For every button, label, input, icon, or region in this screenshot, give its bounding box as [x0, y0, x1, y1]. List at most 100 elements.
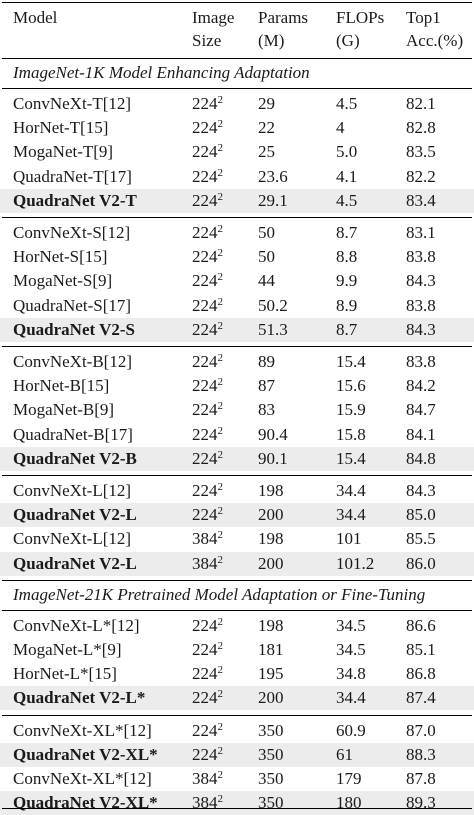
cell-model: QuadraNet V2-XL*: [13, 793, 158, 813]
table-row: QuadraNet V2-B 2242 90.1 15.4 84.8: [0, 446, 474, 471]
cell-flops: 8.9: [336, 295, 358, 315]
cell-top1: 86.0: [406, 553, 436, 573]
cell-model: MogaNet-T[9]: [13, 142, 114, 162]
table-row: QuadraNet V2-L* 2242 200 34.4 87.4: [0, 686, 474, 711]
cell-image-size: 3842: [192, 553, 223, 573]
cell-image-size: 2242: [192, 448, 224, 468]
cell-image-size: 2242: [192, 319, 224, 339]
header-top1: Top1 Acc.(%): [406, 8, 464, 50]
table-row: MogaNet-T[9] 2242 25 5.0 83.5: [0, 140, 474, 164]
cell-image-size: 2242: [192, 664, 223, 684]
table-row: QuadraNet V2-XL* 2242 350 61 88.3: [0, 742, 474, 767]
cell-model: QuadraNet V2-B: [13, 448, 137, 468]
size-exponent: 2: [217, 505, 224, 518]
size-exponent: 2: [217, 319, 224, 332]
cell-image-size: 2242: [192, 744, 223, 764]
table-row: QuadraNet-S[17] 2242 50.2 8.9 83.8: [0, 294, 474, 318]
cell-top1: 85.5: [406, 529, 436, 549]
cell-flops: 4.5: [336, 190, 358, 210]
cell-top1: 85.0: [406, 505, 436, 525]
cell-flops: 34.5: [336, 640, 366, 659]
cell-params: 200: [258, 553, 284, 573]
cell-top1: 84.2: [406, 376, 436, 396]
size-exponent: 2: [217, 720, 224, 733]
group-rule: [2, 346, 472, 347]
cell-image-size: 2242: [192, 376, 223, 396]
cell-top1: 86.8: [406, 664, 436, 684]
group-rule: [2, 475, 472, 476]
size-exponent: 2: [217, 94, 224, 106]
cell-top1: 87.4: [406, 688, 436, 708]
cell-model: ConvNeXt-B[12]: [13, 352, 132, 371]
cell-image-size: 2242: [192, 223, 223, 242]
size-exponent: 2: [217, 448, 224, 461]
cell-flops: 34.5: [336, 615, 366, 635]
table-row: MogaNet-B[9] 2242 83 15.9 84.7: [0, 398, 474, 422]
size-exponent: 2: [217, 400, 224, 413]
cell-image-size: 2242: [192, 400, 224, 420]
table-row: ConvNeXt-B[12] 2242 89 15.4 83.8: [0, 350, 474, 374]
cell-flops: 15.9: [336, 400, 366, 420]
cell-params: 50: [258, 247, 275, 267]
cell-model: ConvNeXt-L[12]: [13, 481, 132, 500]
cell-image-size: 3842: [192, 793, 223, 813]
cell-model: QuadraNet V2-S: [13, 319, 135, 339]
group-rule: [2, 217, 472, 218]
cell-model: QuadraNet-T[17]: [13, 166, 132, 186]
table-row: ConvNeXt-L*[12] 2242 198 34.5 86.6: [0, 614, 474, 638]
cell-model: MogaNet-B[9]: [13, 400, 115, 420]
cell-model: QuadraNet-S[17]: [13, 295, 132, 315]
cell-params: 350: [258, 720, 284, 740]
table-row: HorNet-L*[15] 2242 195 34.8 86.8: [0, 662, 474, 686]
size-exponent: 2: [217, 118, 224, 131]
cell-image-size: 2242: [192, 166, 223, 186]
cell-params: 50.2: [258, 295, 288, 315]
size-exponent: 2: [217, 190, 224, 203]
cell-flops: 15.4: [336, 352, 366, 371]
cell-model: QuadraNet V2-T: [13, 190, 137, 210]
header-params: Params (M): [258, 8, 309, 50]
size-exponent: 2: [217, 769, 224, 781]
cell-flops: 34.8: [336, 664, 366, 684]
size-exponent: 2: [217, 295, 224, 308]
cell-flops: 180: [336, 793, 362, 813]
cell-flops: 8.7: [336, 223, 358, 242]
cell-flops: 60.9: [336, 720, 366, 740]
group-rule: [2, 579, 472, 581]
cell-model: ConvNeXt-L[12]: [13, 529, 132, 549]
cell-top1: 87.8: [406, 769, 436, 788]
cell-flops: 179: [336, 769, 362, 788]
cell-flops: 4: [336, 118, 345, 138]
cell-top1: 84.7: [406, 400, 436, 420]
table-row: QuadraNet V2-T 2242 29.1 4.5 83.4: [0, 188, 474, 213]
table-row: QuadraNet V2-S 2242 51.3 8.7 84.3: [0, 317, 474, 342]
cell-model: ConvNeXt-S[12]: [13, 223, 131, 242]
table-row: ConvNeXt-S[12] 2242 50 8.7 83.1: [0, 221, 474, 245]
table-row: QuadraNet V2-L 2242 200 34.4 85.0: [0, 503, 474, 528]
top-rule: [2, 2, 472, 4]
cell-params: 198: [258, 615, 284, 635]
size-exponent: 2: [217, 688, 224, 701]
table-row: HorNet-T[15] 2242 22 4 82.8: [0, 116, 474, 140]
cell-image-size: 2242: [192, 720, 224, 740]
cell-top1: 84.8: [406, 448, 436, 468]
cell-flops: 8.7: [336, 319, 358, 339]
section-rule: [2, 88, 472, 89]
cell-flops: 34.4: [336, 481, 366, 500]
cell-top1: 86.6: [406, 615, 436, 635]
cell-model: HorNet-B[15]: [13, 376, 110, 396]
cell-image-size: 2242: [192, 505, 224, 525]
header-rule: [2, 58, 472, 59]
table-row: HorNet-S[15] 2242 50 8.8 83.8: [0, 245, 474, 269]
cell-params: 90.1: [258, 448, 288, 468]
table-row: ConvNeXt-L[12] 3842 198 101 85.5: [0, 527, 474, 551]
cell-image-size: 2242: [192, 424, 223, 444]
cell-flops: 101.2: [336, 553, 375, 573]
cell-top1: 84.3: [406, 319, 436, 339]
cell-flops: 15.6: [336, 376, 366, 396]
table-row: QuadraNet-T[17] 2242 23.6 4.1 82.2: [0, 165, 474, 189]
cell-model: ConvNeXt-T[12]: [13, 94, 132, 113]
group-rule: [2, 714, 472, 716]
cell-flops: 5.0: [336, 142, 358, 162]
